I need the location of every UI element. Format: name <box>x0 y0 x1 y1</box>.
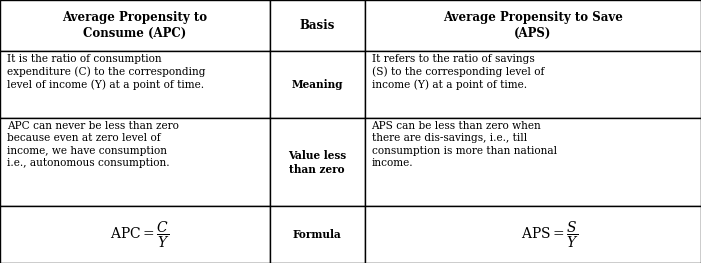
Text: It refers to the ratio of savings
(S) to the corresponding level of
income (Y) a: It refers to the ratio of savings (S) to… <box>372 54 544 90</box>
Bar <box>270 51 365 118</box>
Text: $\mathregular{APC} = \dfrac{C}{Y}$: $\mathregular{APC} = \dfrac{C}{Y}$ <box>110 220 170 250</box>
Text: APC can never be less than zero
because even at zero level of
income, we have co: APC can never be less than zero because … <box>7 121 179 168</box>
Bar <box>0 0 270 51</box>
Bar <box>0 51 270 118</box>
Bar <box>270 118 365 206</box>
Bar <box>365 51 701 118</box>
Text: Basis: Basis <box>299 19 335 32</box>
Text: $\mathregular{APS} = \dfrac{S}{Y}$: $\mathregular{APS} = \dfrac{S}{Y}$ <box>521 220 578 250</box>
Bar <box>365 118 701 206</box>
Bar <box>0 206 270 263</box>
Bar <box>365 206 701 263</box>
Bar <box>270 206 365 263</box>
Bar <box>365 0 701 51</box>
Text: Average Propensity to
Consume (APC): Average Propensity to Consume (APC) <box>62 11 207 40</box>
Text: Formula: Formula <box>293 229 341 240</box>
Text: Meaning: Meaning <box>292 79 343 90</box>
Bar <box>270 0 365 51</box>
Text: It is the ratio of consumption
expenditurе (C) to the corresponding
level of inc: It is the ratio of consumption expenditu… <box>7 54 205 90</box>
Bar <box>0 118 270 206</box>
Text: APS can be less than zero when
there are dis-savings, i.e., till
consumption is : APS can be less than zero when there are… <box>372 121 557 168</box>
Text: Average Propensity to Save
(APS): Average Propensity to Save (APS) <box>443 11 622 40</box>
Text: Value less
than zero: Value less than zero <box>288 150 346 175</box>
